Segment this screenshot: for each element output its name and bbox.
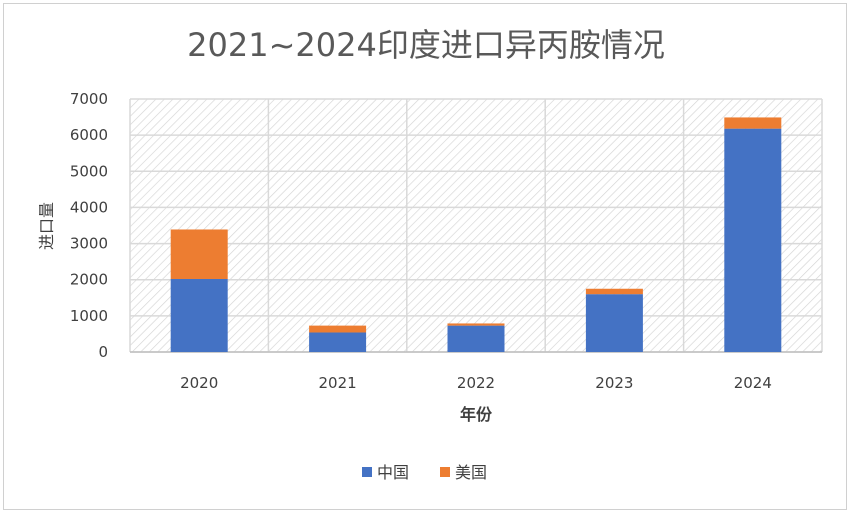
bar-美国-2020 <box>170 229 228 279</box>
legend: 中国 美国 <box>362 463 487 482</box>
x-tick-label: 2021 <box>319 374 357 392</box>
y-tick-label: 6000 <box>70 126 108 144</box>
bar-中国-2024 <box>724 128 782 352</box>
legend-swatch <box>362 467 372 477</box>
bar-美国-2022 <box>447 323 505 326</box>
x-tick-label: 2022 <box>457 374 495 392</box>
legend-swatch <box>440 467 450 477</box>
x-axis-ticks: 2020 2021 2022 2023 2024 <box>180 374 772 392</box>
x-tick-label: 2024 <box>734 374 772 392</box>
y-tick-label: 5000 <box>70 162 108 180</box>
y-axis-ticks: 0 1000 2000 3000 4000 5000 6000 7000 <box>70 90 108 361</box>
bar-美国-2024 <box>724 117 782 129</box>
bars <box>170 117 782 352</box>
bar-中国-2021 <box>309 332 367 352</box>
y-tick-label: 3000 <box>70 235 108 253</box>
chart-title: 2021~2024印度进口异丙胺情况 <box>187 26 665 64</box>
x-axis-title: 年份 <box>460 405 493 424</box>
bar-中国-2022 <box>447 325 505 352</box>
gridlines <box>129 98 823 353</box>
y-tick-label: 1000 <box>70 307 108 325</box>
bar-中国-2020 <box>170 278 228 352</box>
y-tick-label: 4000 <box>70 198 108 216</box>
y-axis-title: 进口量 <box>37 202 56 250</box>
y-tick-label: 0 <box>98 343 108 361</box>
legend-label: 美国 <box>455 463 487 482</box>
plot-area <box>130 99 822 352</box>
x-tick-label: 2023 <box>595 374 633 392</box>
y-tick-label: 7000 <box>70 90 108 108</box>
x-tick-label: 2020 <box>180 374 218 392</box>
legend-label: 中国 <box>377 463 409 482</box>
bar-美国-2023 <box>585 288 643 295</box>
bar-美国-2021 <box>309 325 367 333</box>
y-tick-label: 2000 <box>70 271 108 289</box>
bar-中国-2023 <box>585 294 643 352</box>
